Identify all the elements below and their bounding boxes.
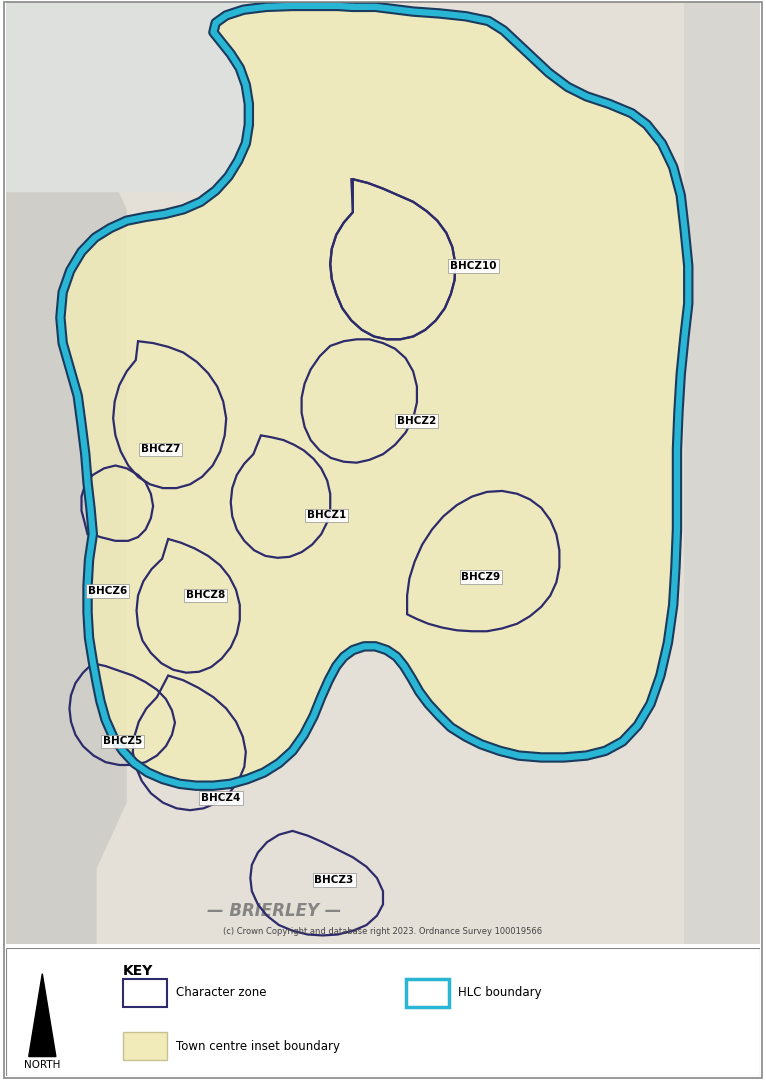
- Text: BHCZ9: BHCZ9: [461, 571, 500, 582]
- Text: Character zone: Character zone: [175, 986, 267, 999]
- Text: BHCZ8: BHCZ8: [186, 591, 225, 600]
- Bar: [123, 978, 167, 1007]
- Bar: [123, 1032, 167, 1061]
- Text: BHCZ7: BHCZ7: [141, 445, 180, 455]
- Text: HLC boundary: HLC boundary: [458, 986, 542, 999]
- Polygon shape: [29, 974, 56, 1056]
- Text: (c) Crown Copyright and database right 2023. Ordnance Survey 100019566: (c) Crown Copyright and database right 2…: [224, 928, 542, 936]
- Polygon shape: [61, 5, 689, 786]
- Text: BHCZ4: BHCZ4: [201, 793, 241, 802]
- Text: Town centre inset boundary: Town centre inset boundary: [175, 1040, 339, 1053]
- Text: — BRIERLEY —: — BRIERLEY —: [207, 902, 341, 920]
- Text: BHCZ3: BHCZ3: [314, 875, 354, 885]
- Text: BHCZ10: BHCZ10: [450, 261, 496, 271]
- Text: BHCZ2: BHCZ2: [398, 416, 437, 427]
- Polygon shape: [685, 2, 760, 944]
- Bar: [6, 2, 368, 190]
- Text: BHCZ5: BHCZ5: [103, 737, 142, 746]
- Text: KEY: KEY: [123, 963, 153, 977]
- Text: BHCZ1: BHCZ1: [307, 511, 346, 521]
- Text: NORTH: NORTH: [24, 1061, 61, 1070]
- Polygon shape: [6, 144, 126, 944]
- Text: BHCZ6: BHCZ6: [88, 585, 127, 596]
- Bar: [406, 978, 450, 1007]
